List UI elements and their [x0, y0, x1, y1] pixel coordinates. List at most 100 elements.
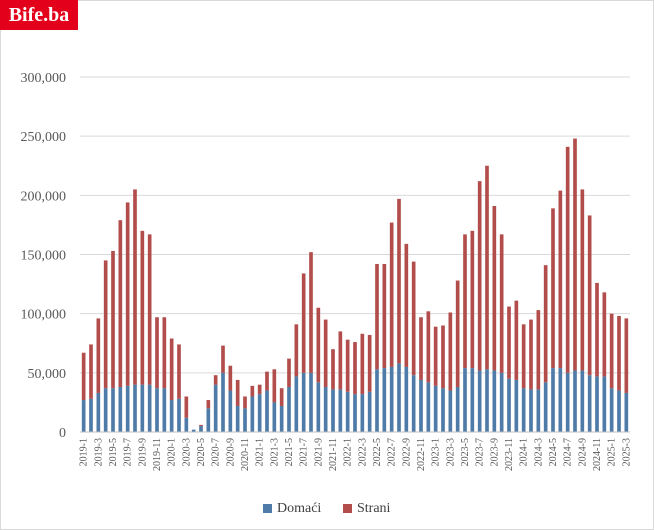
bar-domaci [573, 370, 577, 432]
x-tick-label: 2019-1 [79, 438, 90, 466]
bar-strani [184, 396, 189, 418]
bar-domaci [360, 394, 365, 432]
x-tick-label: 2020-7 [211, 438, 222, 466]
bar-strani [433, 326, 438, 386]
x-tick-label: 2019-9 [137, 438, 148, 466]
x-tick-label: 2025-1 [607, 438, 618, 466]
bar-strani [565, 146, 570, 373]
bar-domaci [441, 388, 445, 432]
legend-item-domaci: Domaći [263, 501, 321, 517]
bar-domaci [118, 387, 123, 432]
bar-domaci [375, 369, 379, 432]
bar-domaci [558, 368, 563, 432]
bar-domaci [404, 366, 409, 432]
brand-logo: Bife.ba [0, 0, 78, 30]
x-tick-label: 2024-5 [548, 438, 559, 466]
x-tick-label: 2023-7 [475, 438, 486, 466]
bar-domaci [125, 385, 130, 432]
bar-domaci [96, 392, 101, 432]
bar-strani [353, 342, 357, 395]
x-tick-label: 2023-9 [489, 438, 500, 466]
bar-domaci [133, 384, 137, 432]
bar-domaci [235, 405, 240, 432]
bar-domaci [265, 390, 269, 432]
bar-strani [382, 263, 387, 369]
x-tick-label: 2019-11 [152, 438, 163, 471]
bar-strani [155, 317, 159, 389]
bar-strani [514, 300, 519, 380]
bar-domaci [147, 384, 152, 432]
x-tick-label: 2021-1 [255, 438, 266, 466]
bar-strani [147, 234, 152, 385]
bar-strani [499, 234, 504, 373]
bar-strani [389, 222, 394, 367]
bar-strani [96, 318, 101, 393]
bar-domaci [323, 387, 328, 432]
bar-strani [338, 331, 343, 390]
bar-strani [323, 319, 328, 388]
bar-strani [573, 138, 577, 371]
bar-strani [206, 400, 211, 409]
bar-domaci [551, 368, 555, 432]
bar-strani [360, 333, 365, 395]
bar-domaci [294, 376, 299, 432]
bar-strani [294, 324, 299, 377]
x-tick-label: 2021-7 [299, 438, 310, 466]
bar-strani [617, 316, 621, 391]
bar-strani [177, 344, 181, 399]
bar-strani [89, 344, 93, 399]
x-tick-label: 2021-5 [284, 438, 295, 466]
x-tick-label: 2025-3 [621, 438, 632, 466]
x-tick-label: 2021-9 [313, 438, 324, 466]
bar-strani [169, 338, 174, 401]
bar-strani [287, 358, 291, 388]
bar-strani [397, 198, 401, 364]
bar-strani [243, 396, 247, 409]
x-tick-label: 2021-11 [328, 438, 339, 471]
bar-domaci [463, 368, 467, 432]
legend-swatch-domaci [263, 504, 272, 514]
bar-domaci [499, 372, 504, 432]
bar-domaci [331, 389, 335, 432]
bar-domaci [287, 387, 291, 432]
y-axis-ticks: 0 50,000 100,000 150,000 200,000 250,000 300,0… [21, 71, 67, 441]
bar-strani [301, 273, 306, 373]
x-tick-label: 2024-7 [563, 438, 574, 466]
bar-strani [221, 345, 225, 373]
bar-strani [213, 375, 218, 385]
bar-domaci [507, 378, 511, 432]
bar-strani [345, 339, 350, 392]
bar-domaci [595, 376, 599, 432]
bar-domaci [617, 390, 621, 432]
bar-strani [507, 306, 511, 379]
bar-strani [455, 280, 460, 388]
bar-strani [587, 215, 592, 376]
x-tick-label: 2024-11 [592, 438, 603, 471]
bar-domaci [536, 389, 541, 432]
bar-domaci [411, 375, 416, 432]
x-tick-label: 2023-1 [431, 438, 442, 466]
bar-strani [111, 250, 115, 389]
bar-domaci [279, 405, 284, 432]
bar-domaci [316, 382, 321, 432]
bar-strani [316, 307, 321, 383]
bar-domaci [448, 390, 453, 432]
bar-strani [441, 325, 445, 389]
bar-strani [367, 334, 372, 392]
y-tick-label: 300,000 [21, 71, 67, 86]
bar-domaci [419, 379, 423, 432]
bar-domaci [485, 369, 489, 432]
bar-domaci [206, 408, 211, 432]
bar-domaci [257, 394, 262, 432]
bar-strani [521, 324, 526, 389]
bar-strani [609, 313, 614, 389]
bar-strani [602, 292, 607, 377]
bar-strani [309, 252, 313, 373]
bar-domaci [301, 372, 306, 432]
x-tick-label: 2022-3 [357, 438, 368, 466]
x-tick-label: 2023-3 [445, 438, 456, 466]
bar-strani [235, 379, 240, 406]
bar-strani [624, 318, 629, 393]
stacked-bar-chart: 0 50,000 100,000 150,000 200,000 250,000 300,0… [21, 71, 633, 471]
